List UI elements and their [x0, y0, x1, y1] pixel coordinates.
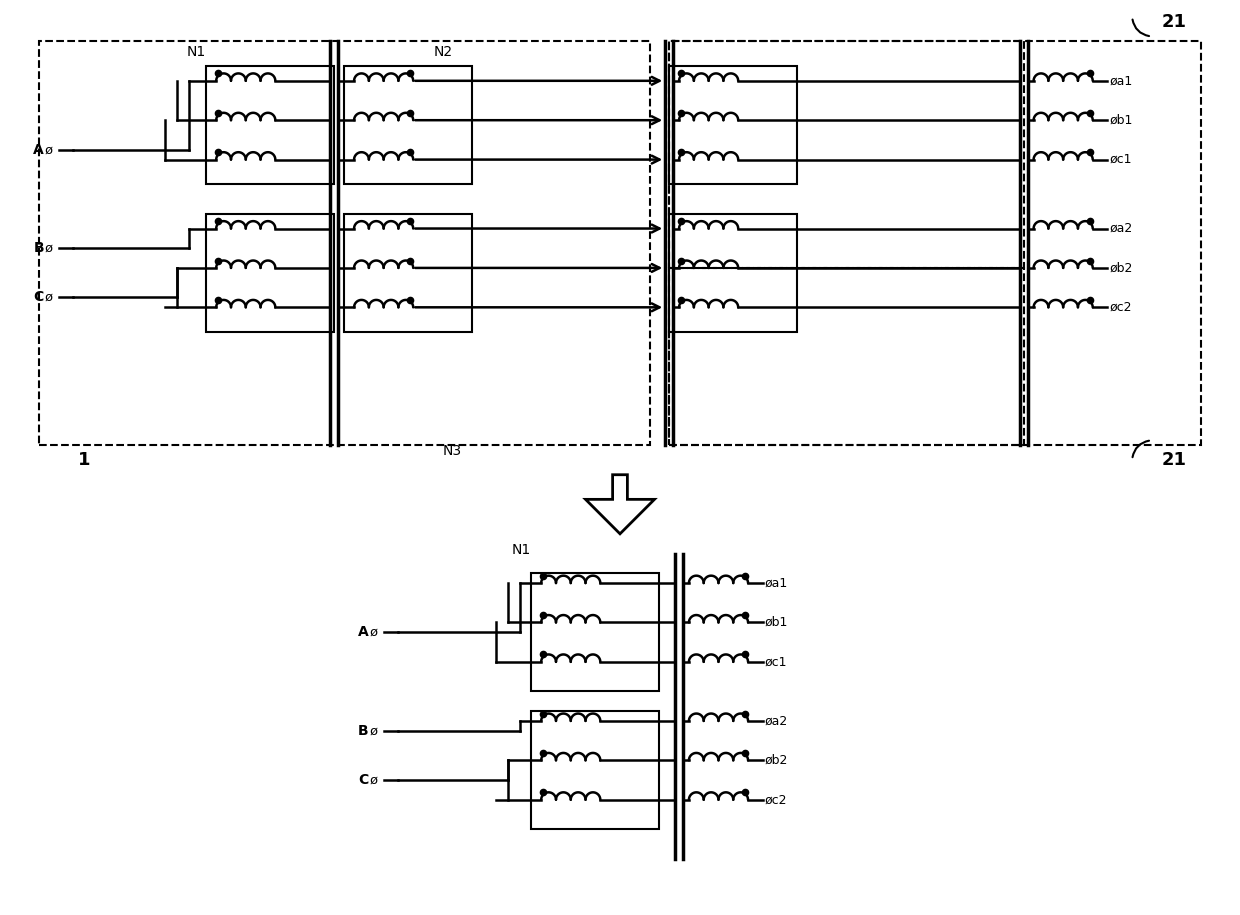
Text: øb1: øb1: [1110, 113, 1133, 126]
Text: B: B: [358, 724, 368, 737]
Text: ø: ø: [370, 626, 378, 639]
Text: B: B: [33, 242, 43, 255]
Text: N3: N3: [443, 444, 461, 458]
Text: ø: ø: [370, 773, 378, 787]
Bar: [38, 41, 650, 446]
Text: 21: 21: [1162, 13, 1187, 30]
Bar: [206, 214, 335, 332]
Text: øa1: øa1: [1110, 74, 1132, 87]
Bar: [670, 41, 1202, 446]
Bar: [345, 214, 472, 332]
Bar: [670, 66, 797, 184]
Text: N1: N1: [512, 543, 531, 556]
Text: A: A: [358, 625, 368, 640]
Text: øc1: øc1: [765, 655, 787, 668]
Text: øb1: øb1: [765, 616, 789, 629]
Text: C: C: [358, 773, 368, 787]
Polygon shape: [585, 475, 655, 533]
Text: 1: 1: [78, 451, 91, 468]
Text: øa1: øa1: [765, 576, 787, 589]
Text: øc2: øc2: [765, 793, 787, 806]
Bar: [670, 214, 797, 332]
Bar: [532, 573, 660, 692]
Text: N2: N2: [433, 45, 453, 59]
Bar: [206, 66, 335, 184]
Bar: [670, 268, 1024, 446]
Text: 21: 21: [1162, 451, 1187, 468]
Text: ø: ø: [45, 242, 53, 254]
Bar: [345, 66, 472, 184]
Text: øb2: øb2: [765, 754, 789, 767]
Text: øb2: øb2: [1110, 262, 1133, 274]
Text: øa2: øa2: [1110, 222, 1132, 235]
Text: C: C: [33, 290, 43, 305]
Bar: [670, 41, 1024, 268]
Text: øa2: øa2: [765, 715, 787, 727]
Text: øc1: øc1: [1110, 153, 1132, 167]
Text: øc2: øc2: [1110, 301, 1132, 314]
Text: ø: ø: [370, 725, 378, 737]
Text: A: A: [33, 143, 43, 156]
Text: N1: N1: [187, 45, 206, 59]
Text: ø: ø: [45, 144, 53, 156]
Text: ø: ø: [45, 291, 53, 304]
Bar: [532, 711, 660, 829]
